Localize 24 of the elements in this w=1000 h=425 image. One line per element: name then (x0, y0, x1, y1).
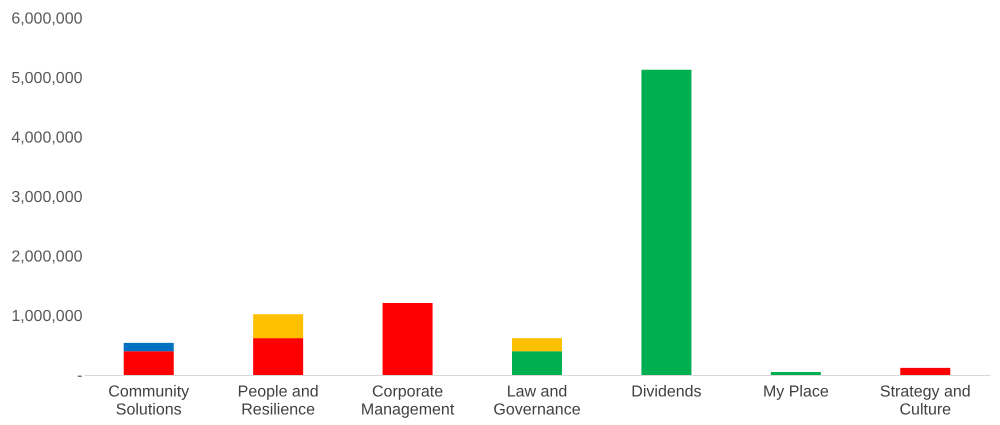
y-tick-label: 5,000,000 (11, 70, 83, 87)
y-tick-label: 6,000,000 (11, 10, 83, 28)
bar (641, 70, 692, 375)
bar (253, 338, 304, 375)
x-tick-label: People and Resilience (238, 384, 319, 418)
y-tick-label: 2,000,000 (11, 248, 83, 266)
bar (900, 368, 950, 375)
bar (253, 314, 304, 338)
y-tick-label: 3,000,000 (11, 189, 83, 206)
bar (512, 351, 562, 375)
y-tick-label: - (77, 368, 82, 384)
y-tick-label: 4,000,000 (11, 130, 83, 146)
x-tick-label: Dividends (631, 384, 702, 400)
x-tick-label: Strategy and Culture (880, 384, 971, 418)
x-tick-label: Corporate Management (360, 384, 455, 418)
bar (382, 303, 433, 375)
x-tick-label: Law and Governance (493, 384, 581, 418)
bar (770, 372, 821, 375)
bar (124, 351, 174, 375)
bar (512, 338, 562, 352)
x-tick-label: My Place (762, 384, 829, 400)
x-tick-label: Community Solutions (108, 384, 190, 418)
y-tick-label: 1,000,000 (11, 308, 83, 325)
bar (124, 342, 174, 352)
